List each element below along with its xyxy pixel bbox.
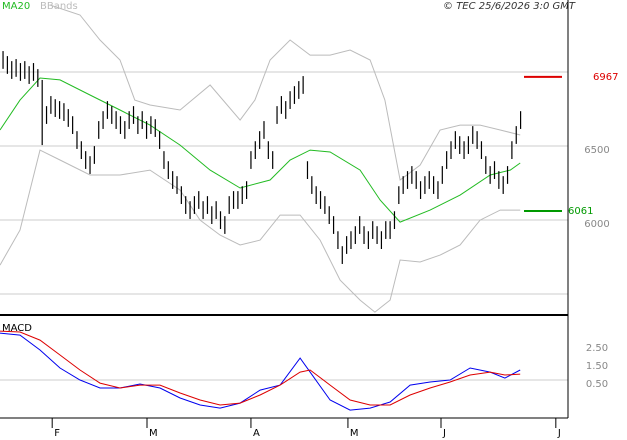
x-tick-label: A — [253, 428, 260, 439]
legend-bbands: BBands — [40, 1, 78, 12]
x-tick-label: J — [557, 428, 561, 439]
level-label: 6967 — [593, 72, 618, 83]
y-tick-label: 0.50 — [586, 379, 608, 390]
x-tick-label: M — [149, 428, 158, 439]
indicator-line — [49, 4, 521, 181]
indicator-line — [0, 77, 521, 223]
legend-ma20: MA20 — [2, 1, 30, 12]
level-label: 6061 — [568, 206, 593, 217]
source: © TEC 25/6/2026 3:0 GMT — [443, 1, 576, 12]
x-tick-label: F — [54, 428, 60, 439]
y-tick-label: 1.50 — [586, 361, 608, 372]
y-tick-label: 6500 — [584, 145, 609, 156]
x-tick-label: J — [442, 428, 446, 439]
x-tick-label: M — [350, 428, 359, 439]
macd-title: MACD — [2, 323, 32, 334]
y-tick-label: 6000 — [584, 219, 609, 230]
macd-line — [0, 332, 521, 411]
indicator-line — [0, 149, 521, 313]
macd-line — [0, 330, 521, 406]
y-tick-label: 2.50 — [586, 343, 608, 354]
